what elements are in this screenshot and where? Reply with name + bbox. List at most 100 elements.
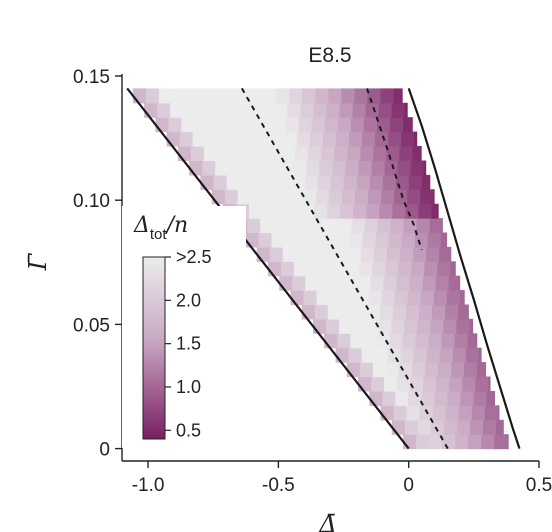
heatmap-cell — [438, 362, 452, 378]
heatmap-cell — [283, 131, 298, 147]
heatmap-cell — [369, 174, 384, 190]
heatmap-cell — [295, 246, 310, 262]
heatmap-cell — [243, 146, 257, 161]
colorbar-background — [122, 206, 246, 448]
heatmap-cell — [171, 88, 186, 104]
heatmap-cell — [433, 290, 448, 306]
heatmap-cell — [418, 203, 432, 219]
heatmap-cell — [316, 290, 331, 306]
heatmap-cell — [374, 347, 389, 363]
heatmap-cell — [432, 304, 446, 320]
heatmap-cell — [378, 318, 392, 334]
heatmap-cell — [437, 261, 451, 277]
heatmap-cell — [220, 117, 235, 133]
heatmap-cell — [226, 174, 241, 190]
heatmap-cell — [470, 419, 484, 435]
heatmap-cell — [189, 160, 203, 176]
x-tick-label: 0 — [403, 475, 414, 496]
heatmap-cell — [285, 117, 300, 133]
heatmap-cell — [181, 117, 195, 133]
heatmap-cell — [379, 304, 394, 320]
heatmap-cell — [215, 160, 229, 176]
heatmap-cell — [237, 189, 252, 205]
heatmap-cell — [274, 102, 288, 118]
heatmap-cell — [365, 102, 380, 118]
heatmap-cell — [361, 347, 376, 363]
heatmap-cell — [430, 318, 444, 334]
heatmap-cell — [496, 419, 504, 435]
heatmap-cell — [310, 131, 324, 147]
heatmap-cell — [302, 88, 316, 104]
heatmap-cell — [263, 88, 277, 104]
heatmap-cell — [259, 117, 274, 133]
heatmap-cell — [371, 376, 385, 392]
heatmap-cell — [413, 246, 427, 262]
heatmap-cell — [247, 218, 261, 234]
heatmap-cell — [326, 318, 340, 334]
heatmap-cell — [450, 261, 456, 277]
heatmap-cell — [384, 376, 398, 392]
colorbar-title-sub: tot — [150, 226, 168, 243]
heatmap-cell — [436, 376, 450, 392]
heatmap-cell — [239, 174, 254, 190]
heatmap-cell — [287, 102, 301, 118]
heatmap-cell — [376, 117, 391, 133]
colorbar-tick-label: 2.0 — [176, 290, 201, 310]
heatmap-cell — [244, 131, 259, 147]
heatmap-cell — [368, 189, 382, 205]
heatmap-cell — [257, 131, 272, 147]
heatmap-cell — [439, 246, 452, 262]
heatmap-cell — [404, 419, 419, 435]
heatmap-cell — [430, 419, 445, 435]
heatmap-cell — [431, 203, 439, 219]
heatmap-cell — [422, 275, 437, 291]
heatmap-cell — [295, 146, 309, 161]
heatmap-cell — [211, 88, 225, 104]
heatmap-cell — [420, 189, 434, 205]
heatmap-cell — [400, 246, 414, 262]
heatmap-cell — [381, 290, 396, 306]
heatmap-cell — [307, 261, 321, 277]
heatmap-cell — [218, 131, 233, 147]
heatmap-cell — [352, 318, 366, 334]
heatmap-cell — [323, 131, 337, 147]
heatmap-cell — [282, 246, 297, 262]
heatmap-cell — [483, 419, 497, 435]
boundary-lines — [126, 87, 521, 450]
heatmap-cell — [157, 102, 171, 118]
heatmap-cell — [342, 189, 356, 205]
heatmap-cell — [320, 261, 334, 277]
heatmap-cell — [388, 232, 403, 248]
heatmap-cell — [329, 290, 344, 306]
heatmap-cell — [445, 304, 459, 320]
colorbar-tick-label: 0.5 — [176, 420, 201, 440]
heatmap-cell — [352, 102, 367, 118]
heatmap-cell — [349, 232, 364, 248]
heatmap-cell — [371, 160, 386, 176]
colorbar-gradient — [142, 256, 166, 440]
chart-title: E8.5 — [308, 44, 351, 67]
heatmap-cell — [351, 218, 366, 234]
heatmap-cell — [410, 160, 425, 176]
heatmap-cell — [328, 189, 343, 205]
heatmap-cell — [471, 405, 486, 421]
heatmap-cell — [209, 102, 223, 118]
heatmap-cell — [433, 189, 435, 205]
heatmap-cell — [401, 232, 416, 248]
heatmap-cell — [355, 189, 369, 205]
heatmap-cell — [377, 218, 392, 234]
heatmap-cell — [432, 405, 447, 421]
heatmap-cell — [336, 232, 351, 248]
heatmap-cell — [414, 131, 418, 147]
heatmap-cell — [425, 362, 439, 378]
colorbar-title-main: Δ — [133, 213, 150, 238]
heatmap-cell — [336, 131, 350, 147]
heatmap-cell — [267, 160, 281, 176]
heatmap-cell — [393, 88, 403, 104]
heatmap-cell — [347, 246, 362, 262]
heatmap-cell — [315, 189, 330, 205]
heatmap-cell — [296, 131, 311, 147]
heatmap-cell — [281, 261, 295, 277]
heatmap-cell — [441, 333, 456, 349]
heatmap-cell — [409, 275, 424, 291]
